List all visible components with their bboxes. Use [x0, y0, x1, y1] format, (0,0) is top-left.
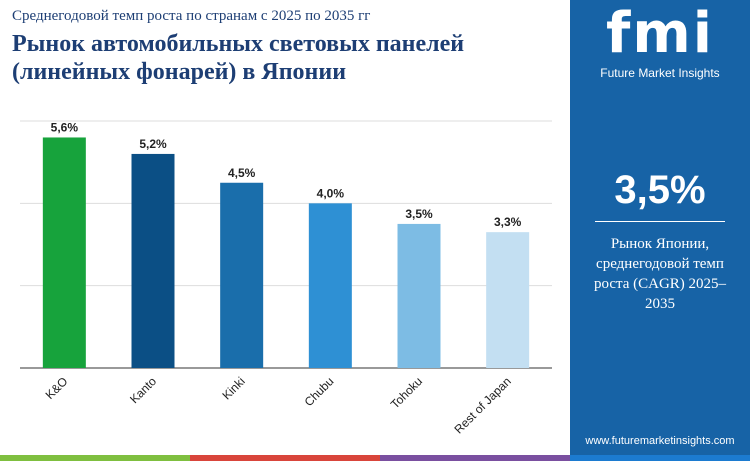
value-label: 3,3% — [494, 215, 522, 229]
bar — [397, 223, 441, 368]
x-tick-label: Tohoku — [388, 374, 425, 411]
strip-right — [570, 455, 750, 461]
x-tick-label: Kanto — [127, 374, 159, 406]
bar — [486, 232, 530, 368]
brand: Future Market Insights — [600, 66, 720, 80]
chart-title: Рынок автомобильных световых панелей (ли… — [12, 31, 465, 85]
value-label: 3,5% — [405, 207, 433, 221]
chart: 5,6% K&O 5,2% Kanto 4,5% Kinki 4,0% Chubu 3,5% To… — [0, 120, 570, 461]
caption: Рынок Японии, среднегодовой темп роста (… — [593, 236, 727, 312]
strip — [190, 455, 380, 461]
url: www.futuremarketinsights.com — [585, 435, 735, 447]
x-tick-label: Kinki — [219, 374, 247, 402]
strip — [380, 455, 570, 461]
x-tick-label: Rest of Japan — [452, 374, 514, 436]
value-label: 4,5% — [228, 166, 256, 180]
bar — [131, 153, 175, 368]
divider — [595, 221, 725, 222]
sidebar: fmi Future Market Insights 3,5% Рынок Яп… — [570, 0, 750, 455]
logo: fmi — [606, 1, 714, 66]
bar — [42, 137, 86, 368]
strip — [0, 455, 190, 461]
bar — [308, 203, 352, 368]
x-tick-label: Chubu — [302, 374, 337, 409]
headline: 3,5% — [614, 168, 706, 212]
value-label: 4,0% — [317, 186, 345, 200]
bar — [220, 182, 264, 368]
subtitle: Среднегодовой темп роста по странам с 20… — [12, 8, 371, 24]
strip — [570, 455, 750, 461]
value-label: 5,6% — [51, 120, 79, 134]
value-label: 5,2% — [139, 137, 167, 151]
x-tick-label: K&O — [43, 374, 71, 402]
